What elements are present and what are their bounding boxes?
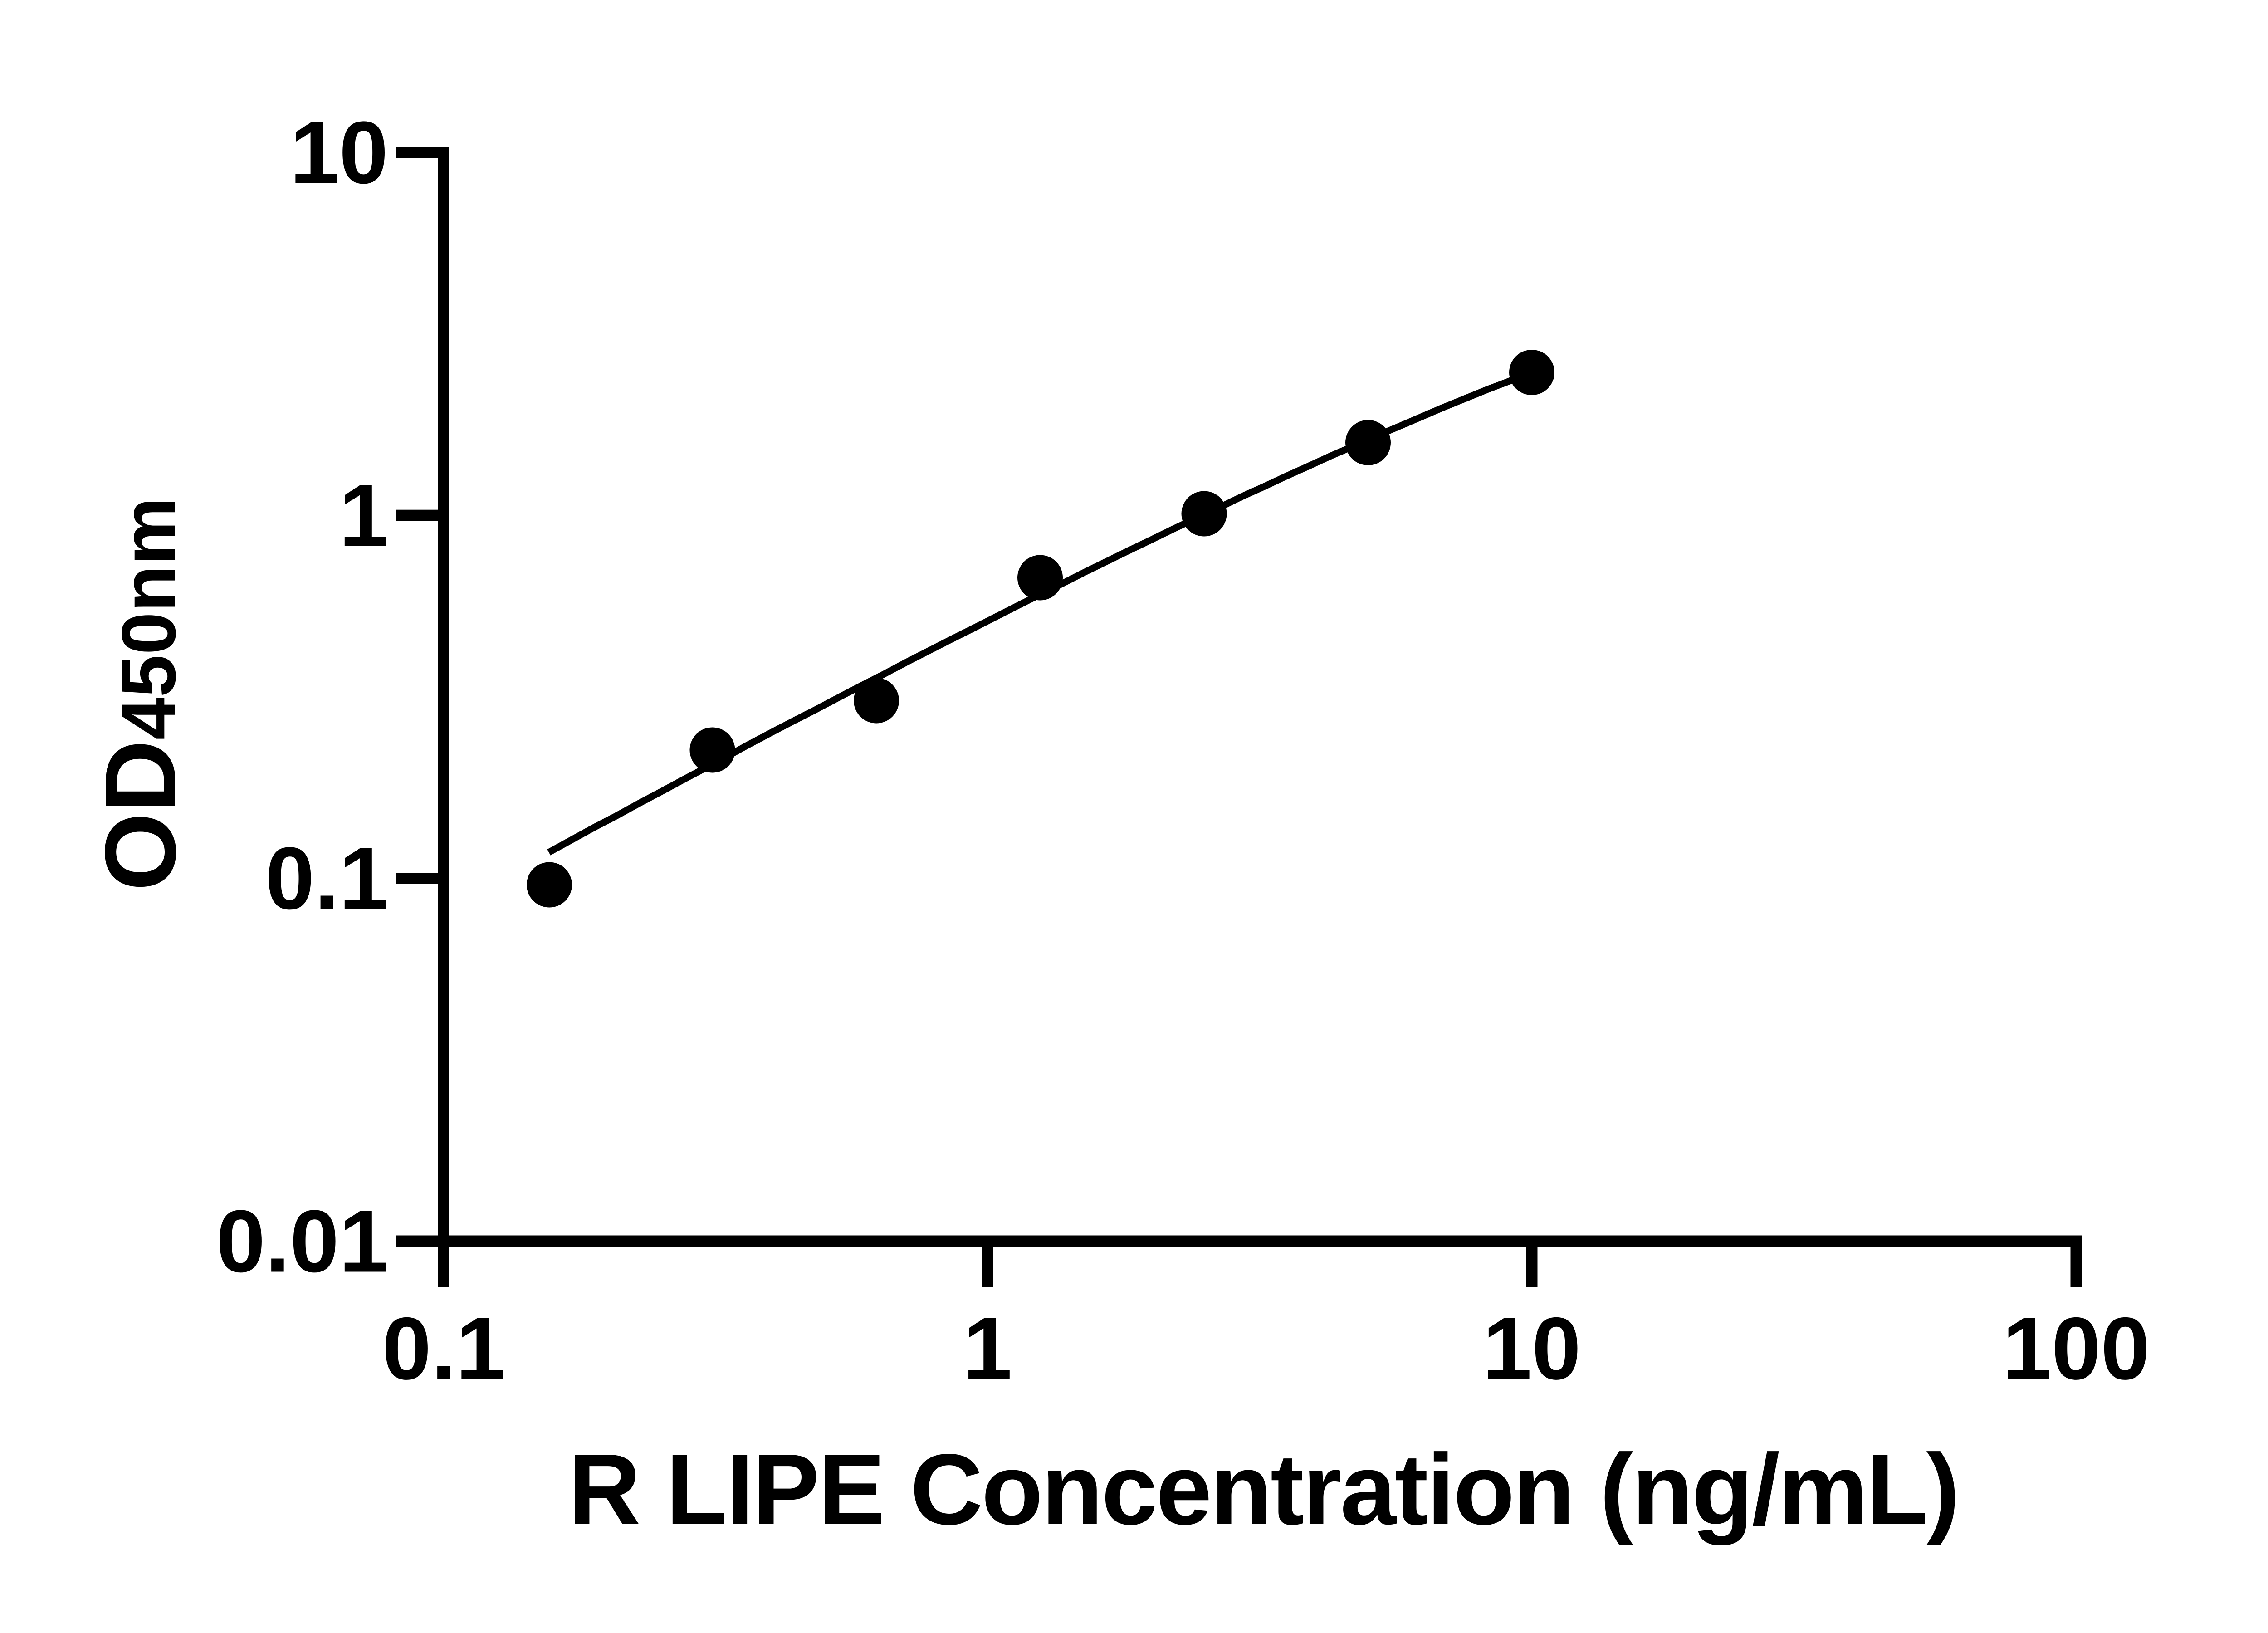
svg-text:10: 10 xyxy=(290,103,388,202)
svg-text:1: 1 xyxy=(339,466,388,565)
svg-text:R LIPE Concentration (ng/mL): R LIPE Concentration (ng/mL) xyxy=(568,1433,1959,1546)
svg-text:100: 100 xyxy=(2002,1299,2150,1398)
svg-text:1: 1 xyxy=(963,1299,1012,1398)
svg-text:10: 10 xyxy=(1483,1299,1581,1398)
svg-text:0.1: 0.1 xyxy=(382,1299,505,1398)
svg-text:0.1: 0.1 xyxy=(265,829,388,928)
svg-text:OD450nm: OD450nm xyxy=(84,497,197,891)
svg-text:0.01: 0.01 xyxy=(216,1192,388,1291)
